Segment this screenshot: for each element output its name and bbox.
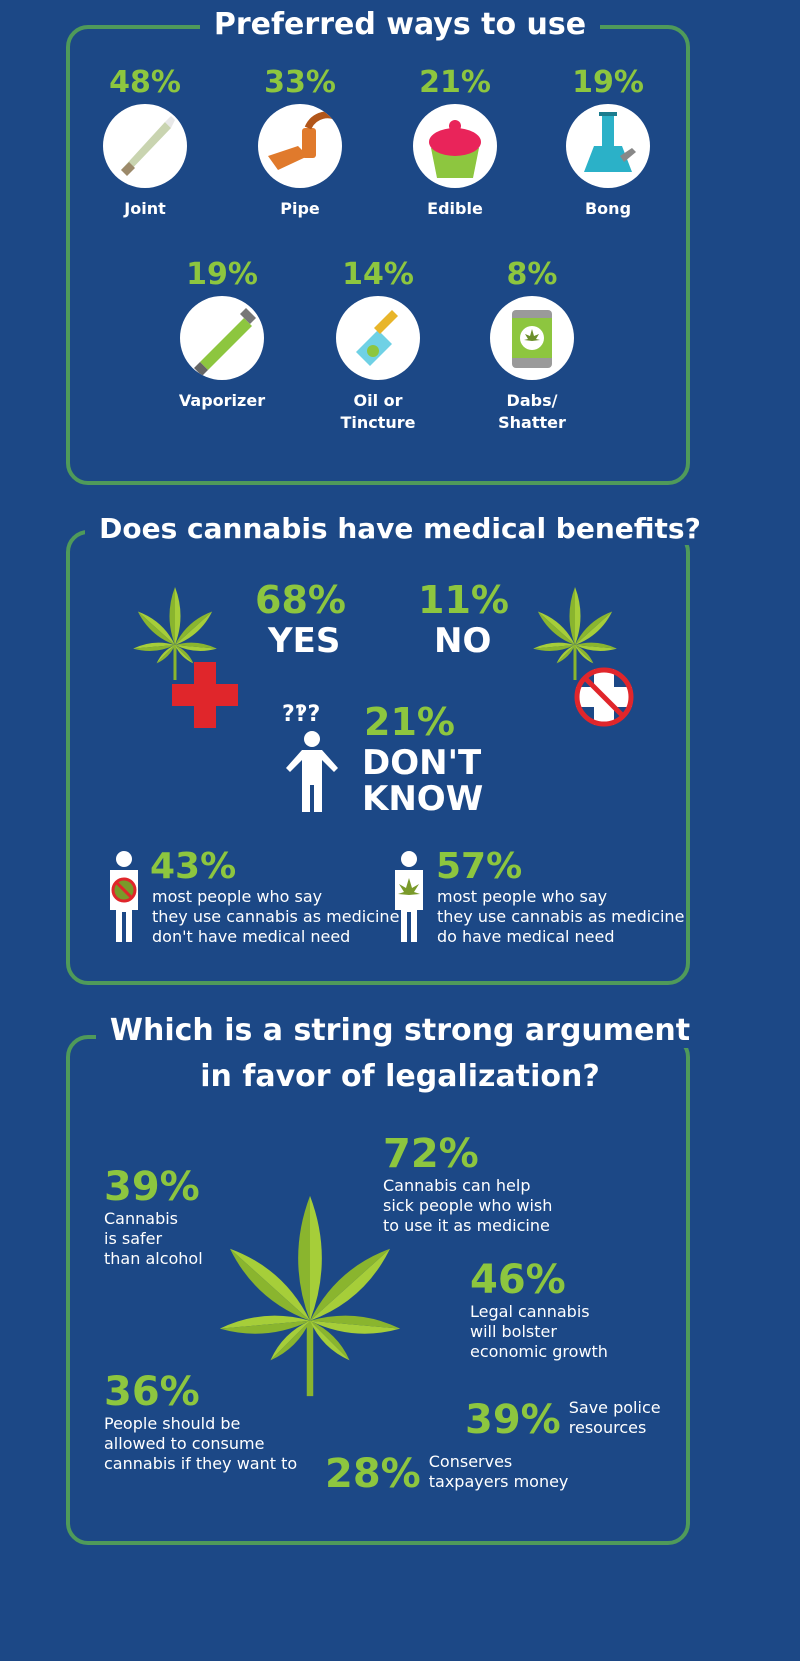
usage-item-dabs: 8% Dabs/ Shatter [472, 257, 592, 434]
usage-item-joint: 48% Joint [85, 65, 205, 220]
can-icon [490, 296, 574, 380]
section-title-legalization-2: in favor of legalization? [0, 1058, 800, 1096]
usage-item-edible: 21% Edible [395, 65, 515, 220]
argument-personal-freedom: 36% People should be allowed to consume can… [104, 1369, 298, 1473]
pipe-icon [258, 104, 342, 188]
cannabis-leaf-icon [133, 587, 217, 680]
usage-percent: 14% [342, 257, 414, 292]
usage-label: Bong [584, 199, 632, 218]
large-cannabis-leaf-icon [219, 1195, 401, 1397]
yes-percent: 68% [255, 578, 346, 622]
dont-know-label-2: KNOW [362, 779, 484, 819]
usage-percent: 33% [264, 65, 336, 100]
bong-icon [566, 104, 650, 188]
usage-percent: 48% [109, 65, 181, 100]
argument-taxpayers-money: 28% Conserves taxpayers money [325, 1451, 569, 1497]
section-title-legalization-1: Which is a string strong argument [0, 1012, 800, 1050]
argument-medicine: 72% Cannabis can help sick people who wish… [383, 1131, 553, 1235]
no-need-text: most people who say they use cannabis as … [152, 887, 400, 946]
usage-label: Oil or [353, 391, 403, 410]
usage-percent: 21% [419, 65, 491, 100]
section-title-medical: Does cannabis have medical benefits? [0, 510, 800, 548]
no-percent: 11% [418, 578, 509, 622]
usage-item-oilor: 14% Oil or Tincture [318, 257, 438, 434]
argument-safer-than-alcohol: 39% Cannabis is safer than alcohol [104, 1164, 203, 1268]
need-text: most people who say they use cannabis as … [437, 887, 685, 946]
no-need-percent: 43% [150, 846, 237, 887]
dont-know-label-1: DON'T [362, 743, 482, 783]
usage-percent: 19% [186, 257, 258, 292]
usage-label-2: Shatter [498, 413, 566, 432]
usage-item-vaporizer: 19% Vaporizer [162, 257, 282, 412]
usage-label-2: Tincture [340, 413, 416, 432]
question-marks: ?‽? [282, 702, 321, 727]
need-percent: 57% [436, 846, 523, 887]
usage-label: Edible [427, 199, 483, 218]
dont-know-percent: 21% [364, 700, 455, 744]
usage-item-pipe: 33% Pipe [240, 65, 360, 220]
argument-economic-growth: 46% Legal cannabis will bolster economic gr… [470, 1257, 608, 1361]
usage-label: Vaporizer [178, 391, 266, 410]
person-cannabis-icon [395, 851, 423, 942]
person-no-cannabis-icon [110, 851, 138, 942]
usage-label: Pipe [280, 199, 320, 218]
medical-cross-icon [172, 662, 238, 728]
section-title-preferred: Preferred ways to use [0, 6, 800, 44]
usage-percent: 8% [506, 257, 558, 292]
argument-police-resources: 39% Save police resources [465, 1397, 661, 1443]
no-label: NO [434, 621, 492, 661]
usage-label: Joint [124, 199, 166, 218]
usage-label: Dabs/ [506, 391, 558, 410]
confused-person-icon [286, 731, 338, 812]
cannabis-leaf-icon [533, 587, 617, 680]
usage-item-bong: 19% Bong [548, 65, 668, 220]
cupcake-icon [413, 104, 497, 188]
vaporizer-icon [180, 296, 264, 380]
joint-icon [103, 104, 187, 188]
yes-label: YES [268, 621, 341, 661]
dropper-bottle-icon [336, 296, 420, 380]
usage-percent: 19% [572, 65, 644, 100]
no-medical-cross-icon [574, 667, 634, 727]
